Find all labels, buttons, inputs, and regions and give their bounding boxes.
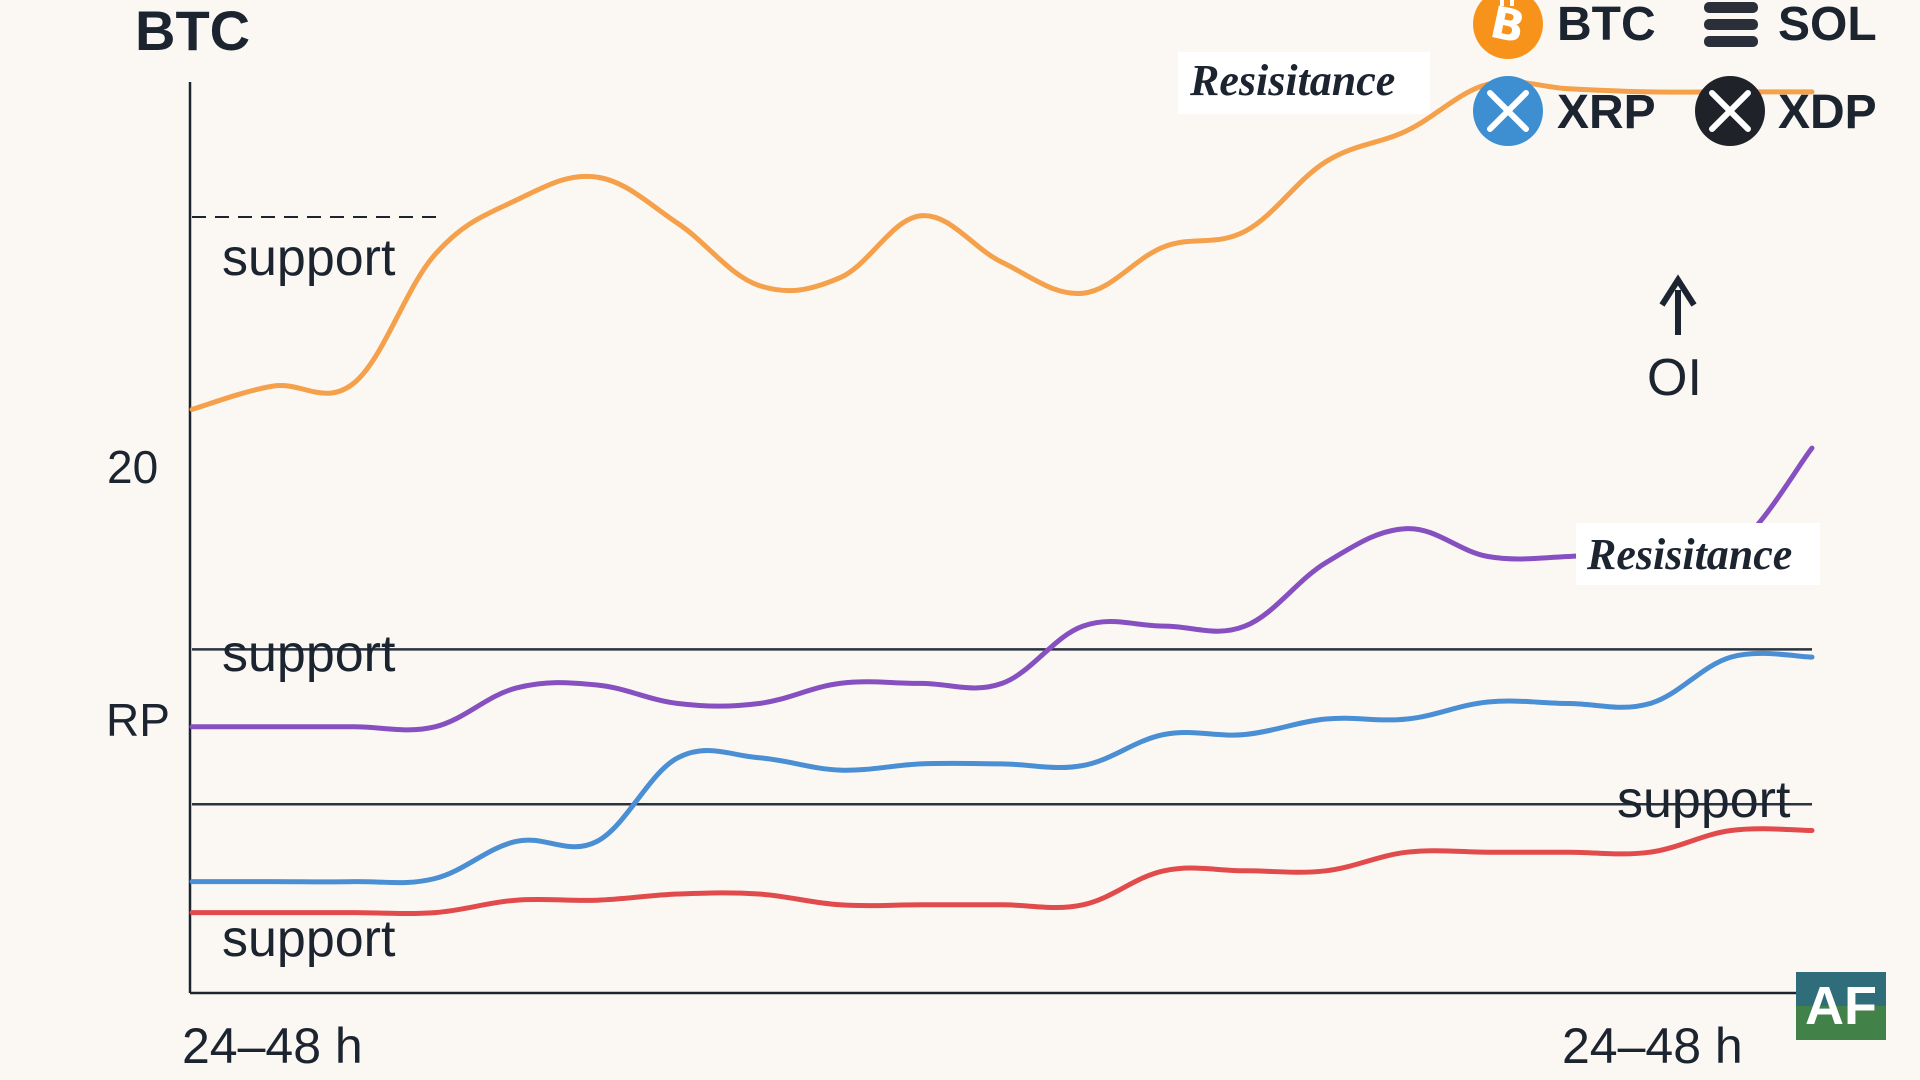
arrow-up-icon — [1659, 274, 1697, 335]
annotation-resistance-mid: Resisitance — [1586, 530, 1792, 579]
annotation-support-top: support — [222, 229, 396, 287]
annotation-support-bottom: support — [222, 910, 396, 968]
resistance-mid-bg — [1576, 523, 1820, 585]
y-tick-label-rp: RP — [106, 694, 170, 746]
legend-label-sol: SOL — [1778, 0, 1877, 51]
resistance-top-bg — [1178, 52, 1430, 114]
svg-text:AF: AF — [1805, 976, 1877, 1036]
xrp-icon — [1473, 76, 1543, 146]
x-label-left: 24–48 h — [182, 1018, 363, 1074]
bitcoin-icon: B — [1473, 0, 1543, 59]
legend-label-xrp: XRP — [1557, 86, 1656, 139]
annotation-oi: OI — [1647, 349, 1702, 407]
legend-label-xdp: XDP — [1778, 86, 1877, 139]
series-line-1 — [189, 445, 1815, 733]
series-line-2 — [189, 650, 1815, 886]
series-line-3 — [189, 826, 1815, 917]
legend: B BTC SOL XRP XDP — [1473, 0, 1877, 146]
reference-lines — [192, 648, 1812, 806]
legend-label-btc: BTC — [1557, 0, 1656, 51]
annotation-support-right: support — [1617, 771, 1791, 829]
xdp-icon — [1695, 76, 1765, 146]
y-tick-label-20: 20 — [107, 441, 158, 493]
chart-title: BTC — [135, 0, 250, 62]
annotation-support-mid: support — [222, 625, 396, 683]
watermark-logo: AF — [1796, 972, 1886, 1040]
x-label-right: 24–48 h — [1562, 1018, 1743, 1074]
annotation-resistance-top: Resisitance — [1189, 56, 1395, 105]
sol-icon — [1704, 2, 1758, 47]
series-group — [189, 79, 1815, 917]
